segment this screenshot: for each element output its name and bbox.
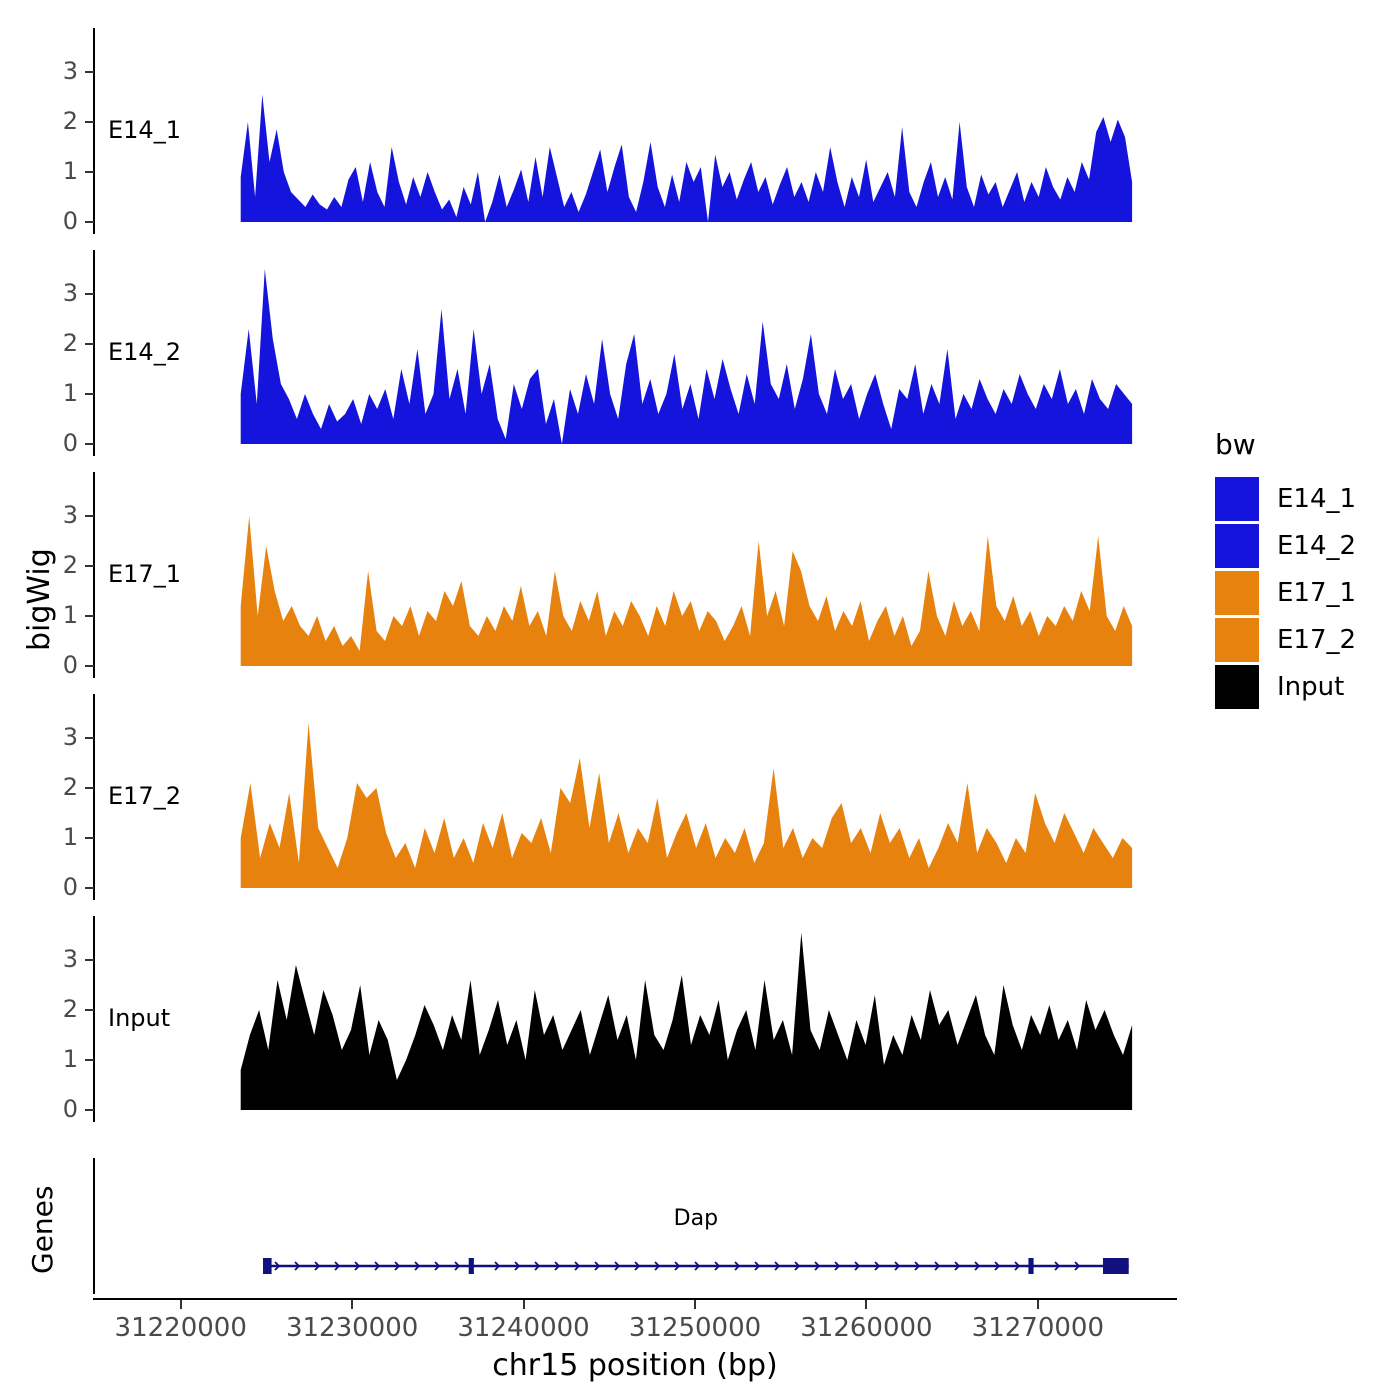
y-tick-mark [85, 293, 94, 295]
track-label-input: Input [108, 1004, 171, 1032]
y-tick-mark [85, 665, 94, 667]
gene-name-label: Dap [673, 1206, 719, 1231]
y-axis-line [93, 916, 95, 1122]
y-tick-mark [85, 1059, 94, 1061]
track-panel-e17-1: E17_1 0 1 2 3 [0, 472, 1400, 684]
y-tick-label: 1 [62, 379, 78, 407]
y-tick-label: 2 [62, 995, 78, 1023]
y-tick-label: 2 [62, 773, 78, 801]
x-tick-mark [522, 1300, 525, 1309]
gene-model [263, 1258, 1129, 1274]
x-tick-label: 31250000 [628, 1313, 762, 1343]
track-label-e17-1: E17_1 [108, 560, 181, 588]
track-label-e14-2: E14_2 [108, 338, 181, 366]
x-axis-line [93, 1298, 1177, 1300]
x-tick-label: 31270000 [971, 1313, 1105, 1343]
y-tick-label: 3 [62, 57, 78, 85]
y-tick-label: 3 [62, 945, 78, 973]
y-axis-line [93, 694, 95, 900]
y-tick-mark [85, 121, 94, 123]
legend-item-e17-2: E17_2 [1215, 618, 1356, 662]
y-tick-mark [85, 343, 94, 345]
y-tick-mark [85, 71, 94, 73]
signal-area-e17-2 [240, 723, 1133, 888]
y-tick-label: 1 [62, 157, 78, 185]
y-tick-mark [85, 887, 94, 889]
signal-area-input [240, 932, 1133, 1110]
y-tick-label: 0 [62, 873, 78, 901]
y-tick-label: 1 [62, 1045, 78, 1073]
y-tick-mark [85, 787, 94, 789]
track-label-e17-2: E17_2 [108, 782, 181, 810]
y-tick-mark [85, 221, 94, 223]
y-tick-label: 1 [62, 823, 78, 851]
y-tick-label: 0 [62, 207, 78, 235]
legend: bw E14_1 E14_2 E17_1 E17_2 Input [1215, 428, 1356, 712]
y-tick-mark [85, 837, 94, 839]
signal-area-e14-2 [240, 269, 1133, 444]
y-tick-mark [85, 1009, 94, 1011]
y-axis-line [93, 250, 95, 456]
legend-item-e14-1: E14_1 [1215, 477, 1356, 521]
x-tick-mark [865, 1300, 868, 1309]
y-tick-label: 3 [62, 501, 78, 529]
legend-item-e14-2: E14_2 [1215, 524, 1356, 568]
legend-title: bw [1215, 428, 1256, 461]
y-axis-line [93, 28, 95, 234]
x-tick-label: 31220000 [114, 1313, 247, 1343]
x-tick-label: 31240000 [457, 1313, 590, 1343]
y-tick-mark [85, 171, 94, 173]
legend-swatch-e14-1 [1215, 477, 1259, 521]
y-tick-label: 1 [62, 601, 78, 629]
legend-swatch-input [1215, 665, 1259, 709]
legend-item-input: Input [1215, 665, 1356, 709]
x-tick-label: 31230000 [285, 1313, 419, 1343]
y-tick-label: 0 [62, 651, 78, 679]
y-axis-line [93, 472, 95, 678]
x-tick-mark [694, 1300, 696, 1309]
legend-label-input: Input [1277, 672, 1345, 702]
y-tick-label: 0 [62, 429, 78, 457]
genes-axis-line [93, 1158, 95, 1294]
legend-label-e14-2: E14_2 [1277, 531, 1357, 561]
y-tick-mark [85, 959, 94, 961]
track-label-e14-1: E14_1 [108, 116, 181, 144]
y-tick-mark [85, 1109, 94, 1111]
x-tick-label: 31260000 [800, 1313, 933, 1343]
y-tick-label: 0 [62, 1095, 78, 1123]
track-panel-e17-2: E17_2 0 1 2 3 [0, 694, 1400, 906]
signal-area-e17-1 [240, 516, 1133, 666]
x-tick-mark [351, 1300, 354, 1309]
track-panel-input: Input 0 1 2 3 [0, 916, 1400, 1128]
legend-swatch-e17-1 [1215, 571, 1259, 615]
y-tick-label: 2 [62, 329, 78, 357]
x-tick-mark [1036, 1300, 1039, 1309]
y-tick-mark [85, 615, 94, 617]
legend-swatch-e17-2 [1215, 618, 1259, 662]
y-tick-mark [85, 737, 94, 739]
y-tick-mark [85, 443, 94, 445]
y-tick-mark [85, 393, 94, 395]
genes-panel: Dap [0, 1158, 1400, 1298]
legend-label-e17-1: E17_1 [1277, 578, 1357, 608]
legend-item-e17-1: E17_1 [1215, 571, 1356, 615]
x-tick-mark [179, 1300, 182, 1309]
y-tick-label: 2 [62, 551, 78, 579]
y-tick-mark [85, 515, 94, 517]
track-panel-e14-1: E14_1 0 1 2 3 [0, 28, 1400, 240]
track-panel-e14-2: E14_2 0 1 2 3 [0, 250, 1400, 462]
legend-label-e17-2: E17_2 [1277, 625, 1357, 655]
y-tick-mark [85, 565, 94, 567]
y-tick-label: 2 [62, 107, 78, 135]
legend-swatch-e14-2 [1215, 524, 1259, 568]
signal-area-e14-1 [240, 94, 1133, 222]
legend-label-e14-1: E14_1 [1277, 484, 1357, 514]
y-tick-label: 3 [62, 723, 78, 751]
y-tick-label: 3 [62, 279, 78, 307]
x-axis-title: chr15 position (bp) [492, 1348, 778, 1383]
